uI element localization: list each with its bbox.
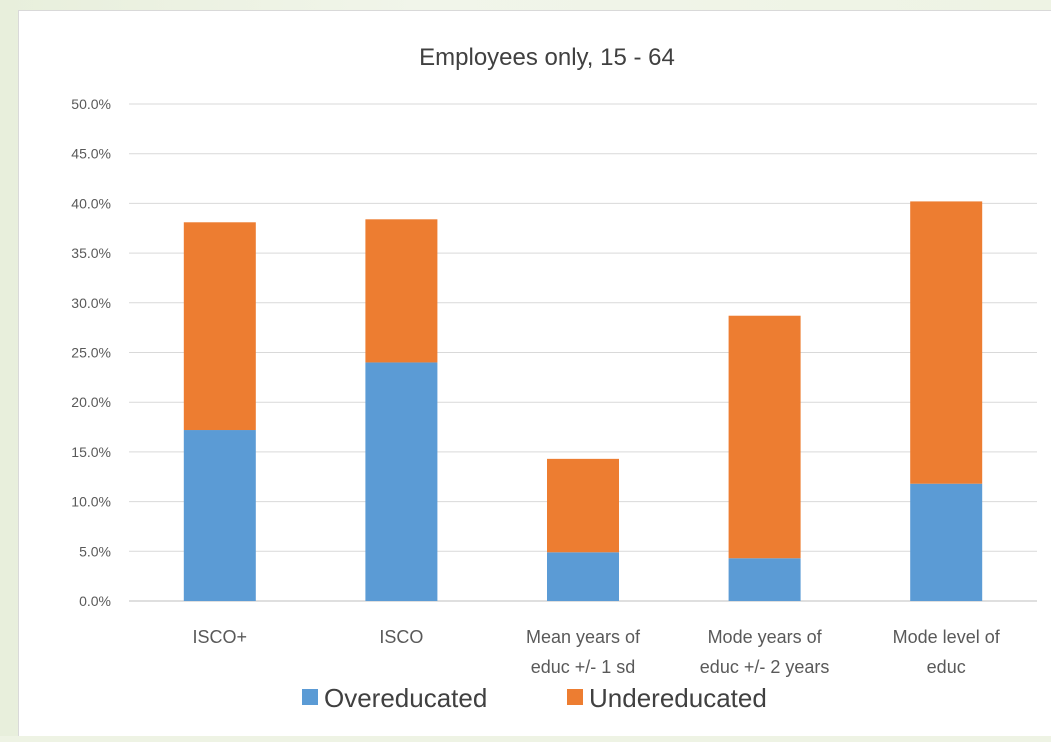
y-axis-ticks: 0.0% 5.0% 10.0% 15.0% 20.0% 25.0% 30.0% 35.0% 40…	[71, 96, 111, 609]
y-tick-label: 30.0%	[71, 295, 111, 311]
y-tick-label: 15.0%	[71, 444, 111, 460]
legend-swatch-overeducated	[302, 689, 318, 705]
y-tick-label: 40.0%	[71, 195, 111, 211]
bars	[183, 201, 983, 601]
legend-swatch-undereducated	[567, 689, 583, 705]
legend: Overeducated Undereducated	[302, 683, 767, 713]
bar-overeducated-2	[547, 552, 619, 601]
legend-label-undereducated: Undereducated	[589, 683, 767, 713]
y-tick-label: 5.0%	[79, 543, 111, 559]
x-category-label: ISCO+	[193, 627, 248, 647]
bar-undereducated-3	[728, 315, 801, 559]
chart-frame: Employees only, 15 - 64 0.0% 5.0% 10.0% 15.…	[18, 10, 1051, 736]
bar-overeducated-0	[183, 430, 256, 601]
x-category-label: ISCO	[379, 627, 423, 647]
chart-title: Employees only, 15 - 64	[419, 44, 675, 71]
bar-overeducated-3	[728, 558, 801, 601]
bar-overeducated-1	[365, 362, 438, 601]
x-category-label: educ	[927, 657, 966, 677]
x-category-label: educ +/- 2 years	[700, 657, 830, 677]
stacked-bar-chart: Employees only, 15 - 64 0.0% 5.0% 10.0% 15.…	[71, 44, 1037, 713]
bar-undereducated-2	[547, 458, 619, 553]
y-tick-label: 50.0%	[71, 96, 111, 112]
bar-undereducated-1	[365, 219, 438, 363]
y-tick-label: 25.0%	[71, 345, 111, 361]
bar-overeducated-4	[910, 483, 983, 601]
x-category-label: Mode years of	[708, 627, 823, 647]
y-tick-label: 0.0%	[79, 593, 111, 609]
x-category-label: Mode level of	[893, 627, 1001, 647]
legend-label-overeducated: Overeducated	[324, 683, 487, 713]
bar-undereducated-0	[183, 222, 256, 431]
bar-undereducated-4	[910, 201, 983, 484]
y-tick-label: 35.0%	[71, 245, 111, 261]
y-tick-label: 10.0%	[71, 494, 111, 510]
y-tick-label: 20.0%	[71, 394, 111, 410]
y-tick-label: 45.0%	[71, 146, 111, 162]
x-category-label: educ +/- 1 sd	[531, 657, 636, 677]
x-axis-labels: ISCO+ ISCO Mean years of educ +/- 1 sd Mode …	[193, 627, 1001, 677]
x-category-label: Mean years of	[526, 627, 641, 647]
